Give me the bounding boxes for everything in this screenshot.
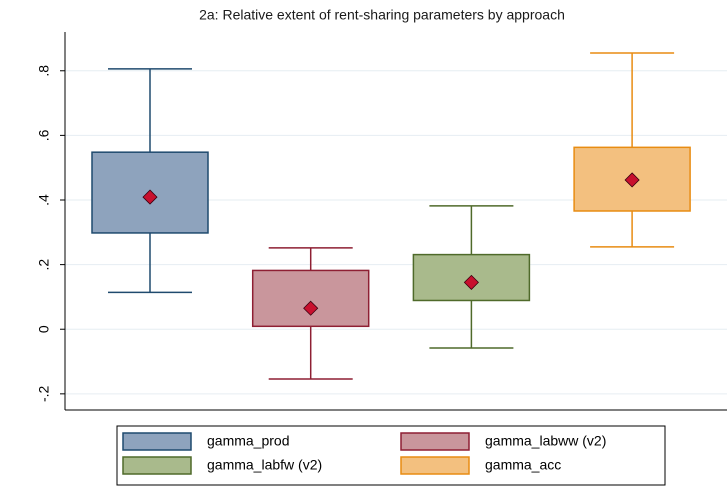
legend-label: gamma_labfw (v2) [207, 457, 322, 473]
chart-title: 2a: Relative extent of rent-sharing para… [199, 7, 565, 23]
legend-swatch [400, 432, 470, 451]
legend-frame [116, 425, 666, 486]
box [251, 269, 370, 328]
mean-marker [463, 274, 479, 290]
mean-marker [624, 172, 640, 188]
legend-label: gamma_prod [207, 433, 290, 449]
legend-swatch [122, 456, 192, 475]
legend-label: gamma_labww (v2) [485, 433, 606, 449]
mean-marker [303, 300, 319, 316]
y-tick-label: .8 [36, 65, 52, 77]
y-tick-label: .6 [36, 129, 52, 141]
y-tick-label: 0 [36, 325, 52, 333]
legend-swatch [122, 432, 192, 451]
y-tick-label: .2 [36, 259, 52, 271]
y-tick-label: .4 [36, 194, 52, 206]
y-tick-label: -.2 [36, 385, 52, 402]
legend-swatch [400, 456, 470, 475]
mean-marker [142, 189, 158, 205]
legend-label: gamma_acc [485, 457, 561, 473]
